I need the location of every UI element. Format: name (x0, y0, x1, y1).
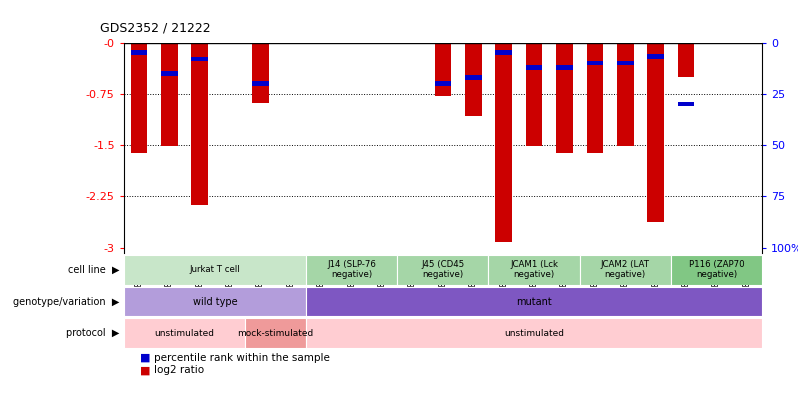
Bar (124, 318, 245, 348)
Text: JCAM1 (Lck
negative): JCAM1 (Lck negative) (510, 260, 558, 279)
Bar (161, 71, 178, 76)
Text: J14 (SLP-76
negative): J14 (SLP-76 negative) (327, 260, 376, 279)
Bar (671, 255, 762, 285)
Bar (306, 255, 397, 285)
Text: percentile rank within the sample: percentile rank within the sample (154, 353, 330, 363)
Text: unstimulated: unstimulated (504, 328, 564, 338)
Bar (488, 255, 579, 285)
Bar (465, 75, 482, 80)
Bar (245, 318, 306, 348)
Bar (647, 55, 664, 59)
Bar (678, 43, 694, 77)
Bar (397, 255, 488, 285)
Text: unstimulated: unstimulated (155, 328, 215, 338)
Text: mutant: mutant (516, 296, 552, 307)
Text: genotype/variation  ▶: genotype/variation ▶ (14, 296, 120, 307)
Bar (306, 287, 762, 316)
Bar (587, 61, 603, 66)
Text: ■: ■ (140, 365, 150, 375)
Bar (306, 318, 762, 348)
Bar (124, 255, 306, 285)
Text: protocol  ▶: protocol ▶ (66, 328, 120, 338)
Text: GDS2352 / 21222: GDS2352 / 21222 (100, 21, 211, 34)
Bar (526, 65, 543, 70)
Bar (617, 61, 634, 66)
Bar (435, 43, 451, 96)
Text: wild type: wild type (192, 296, 237, 307)
Text: mock-stimulated: mock-stimulated (238, 328, 314, 338)
Bar (192, 57, 208, 61)
Bar (579, 255, 671, 285)
Bar (647, 43, 664, 222)
Bar (556, 43, 573, 153)
Bar (131, 43, 148, 153)
Text: ■: ■ (140, 353, 150, 363)
Bar (496, 43, 512, 242)
Bar (556, 65, 573, 70)
Bar (587, 43, 603, 153)
Text: JCAM2 (LAT
negative): JCAM2 (LAT negative) (601, 260, 650, 279)
Bar (131, 50, 148, 55)
Bar (252, 43, 269, 103)
Bar (496, 50, 512, 55)
Text: P116 (ZAP70
negative): P116 (ZAP70 negative) (689, 260, 745, 279)
Bar (192, 43, 208, 205)
Text: cell line  ▶: cell line ▶ (68, 265, 120, 275)
Text: J45 (CD45
negative): J45 (CD45 negative) (421, 260, 464, 279)
Bar (526, 43, 543, 147)
Bar (124, 287, 306, 316)
Bar (252, 81, 269, 86)
Text: log2 ratio: log2 ratio (154, 365, 204, 375)
Bar (465, 43, 482, 116)
Bar (435, 81, 451, 86)
Bar (678, 102, 694, 107)
Text: Jurkat T cell: Jurkat T cell (190, 265, 240, 275)
Bar (617, 43, 634, 147)
Bar (161, 43, 178, 147)
